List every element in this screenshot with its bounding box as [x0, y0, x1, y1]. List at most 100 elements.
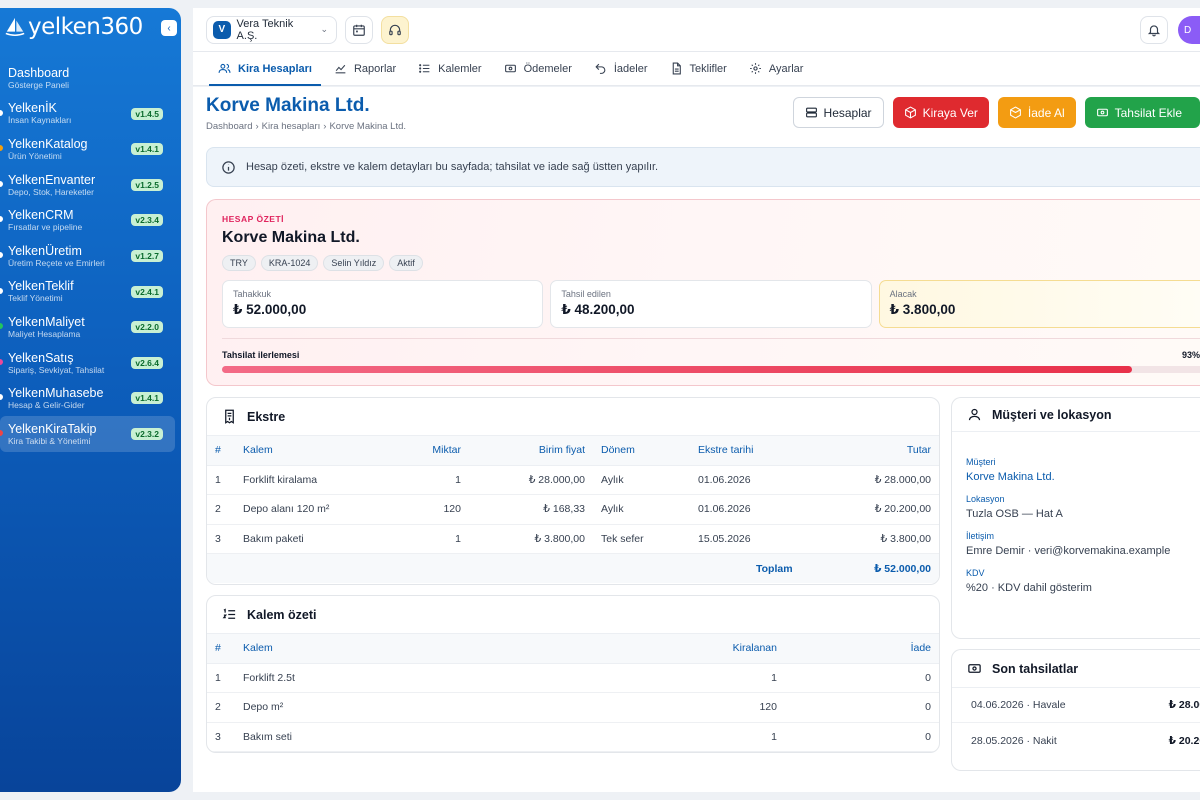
column-header: İade	[785, 634, 939, 664]
page-title: Korve Makina Ltd.	[206, 95, 370, 116]
cell: Depo alanı 120 m²	[235, 494, 395, 525]
status-dot	[0, 394, 3, 401]
tab-odemeler[interactable]: Ödemeler	[493, 52, 583, 86]
cell: 1	[655, 722, 785, 752]
collapse-sidebar-button[interactable]: ‹	[161, 20, 177, 36]
kpi-row: Tahakkuk ₺ 52.000,00 Tahsil edilen ₺ 48.…	[222, 280, 1200, 328]
currency-chip: TRY	[222, 255, 256, 271]
kpi-accrual: Tahakkuk ₺ 52.000,00	[222, 280, 544, 328]
statement-table: # Kalem Miktar Birim fiyat Dönem Ekstre …	[207, 436, 939, 583]
sidebar-item-yelkensatis[interactable]: YelkenSatış Sipariş, Sevkiyat, Tahsilat …	[0, 345, 175, 381]
version-badge: v2.3.2	[131, 427, 163, 440]
cash-icon	[968, 664, 981, 673]
cell: 0	[785, 692, 939, 723]
table-row[interactable]: 2 Depo m² 120 0	[207, 692, 939, 723]
breadcrumb-dashboard[interactable]: Dashboard	[206, 121, 253, 132]
cell: 2	[207, 692, 235, 723]
cell: 01.06.2026	[690, 465, 801, 495]
sidebar-item-yelkenmuhasebe[interactable]: YelkenMuhasebe Hesap & Gelir-Gider v1.4.…	[0, 380, 175, 416]
accounts-button[interactable]: Hesaplar	[792, 97, 884, 128]
calendar-button[interactable]	[345, 15, 373, 44]
notifications-button[interactable]	[1140, 16, 1168, 44]
column-header: Miktar	[395, 436, 469, 466]
sidebar-item-yelkenik[interactable]: YelkenİK İnsan Kaynakları v1.4.5	[0, 96, 175, 132]
table-row[interactable]: 3 Bakım seti 1 0	[207, 722, 939, 752]
payment-amount: ₺ 20.200	[1168, 734, 1200, 747]
avatar[interactable]: D	[1178, 16, 1200, 44]
table-header-row: # Kalem Miktar Birim fiyat Dönem Ekstre …	[207, 436, 939, 466]
customer-card: Müşteri ve lokasyon Müşteri Korve Makina…	[951, 397, 1200, 639]
cell: Tek sefer	[593, 524, 690, 554]
info-text: Hesap özeti, ekstre ve kalem detayları b…	[246, 161, 659, 173]
cell: ₺ 3.800,00	[800, 524, 939, 554]
cell: 120	[655, 692, 785, 723]
cell: 3	[207, 722, 235, 752]
tab-teklifler[interactable]: Teklifler	[659, 52, 738, 86]
tab-kalemler[interactable]: Kalemler	[407, 52, 492, 86]
server-icon	[805, 107, 817, 118]
sidebar-item-yelkenuretim[interactable]: YelkenÜretim Üretim Reçete ve Emirleri v…	[0, 238, 175, 274]
card-header: Müşteri ve lokasyon	[952, 398, 1200, 432]
breadcrumb-kira-hesaplari[interactable]: Kira hesapları	[261, 121, 321, 132]
kpi-collected: Tahsil edilen ₺ 48.200,00	[550, 280, 872, 328]
sidebar-item-title: YelkenCRM	[8, 208, 74, 223]
sidebar-item-title: YelkenKiraTakip	[8, 421, 97, 436]
kpi-value: ₺ 3.800,00	[889, 302, 956, 317]
table-row[interactable]: 1 Forklift 2.5t 1 0	[207, 663, 939, 693]
cell: ₺ 20.200,00	[800, 494, 939, 525]
sidebar-item-dashboard[interactable]: Dashboard Gösterge Paneli	[0, 60, 175, 96]
box-return-icon	[1010, 106, 1021, 119]
chevron-left-icon: ‹	[167, 22, 171, 34]
sidebar-item-title: YelkenMaliyet	[8, 314, 85, 329]
table-row[interactable]: 1 Forklift kiralama 1 ₺ 28.000,00 Aylık …	[207, 465, 939, 495]
sidebar-item-title: YelkenİK	[8, 101, 57, 116]
field-value: Tuzla OSB — Hat A	[966, 508, 1063, 520]
sidebar-item-yelkenmaliyet[interactable]: YelkenMaliyet Maliyet Hesaplama v2.2.0	[0, 309, 175, 345]
tab-kira-hesaplari[interactable]: Kira Hesapları	[207, 52, 323, 86]
version-badge: v1.2.5	[131, 178, 163, 191]
company-initial-badge: V	[213, 20, 231, 39]
user-icon	[968, 408, 981, 421]
take-return-button[interactable]: İade Al	[997, 97, 1076, 128]
column-header: Kalem	[235, 436, 395, 466]
company-selector[interactable]: V Vera Teknik A.Ş. ⌄	[206, 15, 337, 44]
module-tabs: Kira Hesapları Raporlar Kalemler Ödemele…	[193, 52, 1200, 86]
table-row[interactable]: 2 Depo alanı 120 m² 120 ₺ 168,33 Aylık 0…	[207, 494, 939, 525]
bell-icon	[1147, 25, 1161, 37]
sidebar-item-yelkenenvanter[interactable]: YelkenEnvanter Depo, Stok, Hareketler v1…	[0, 167, 175, 203]
card-title: Müşteri ve lokasyon	[992, 407, 1112, 422]
status-dot	[0, 180, 3, 187]
version-badge: v2.2.0	[131, 321, 163, 334]
sidebar-item-yelkencrm[interactable]: YelkenCRM Fırsatlar ve pipeline v2.3.4	[0, 202, 175, 238]
support-button[interactable]	[381, 15, 409, 44]
tab-label: Kira Hesapları	[238, 62, 312, 75]
payment-label: 28.05.2026 · Nakit	[971, 734, 1057, 747]
tab-raporlar[interactable]: Raporlar	[323, 52, 407, 86]
status-dot	[0, 323, 3, 330]
kpi-label: Tahsil edilen	[561, 289, 611, 299]
calendar-icon	[353, 24, 365, 36]
brand-logo[interactable]: yelken360	[0, 8, 181, 46]
tab-iadeler[interactable]: İadeler	[583, 52, 659, 86]
card-header: Son tahsilatlar	[952, 650, 1200, 688]
table-row[interactable]: 3 Bakım paketi 1 ₺ 3.800,00 Tek sefer 15…	[207, 524, 939, 554]
summary-account-name: Korve Makina Ltd.	[222, 229, 360, 246]
cell: 0	[785, 722, 939, 752]
sidebar-item-yelkenteklif[interactable]: YelkenTeklif Teklif Yönetimi v2.4.1	[0, 274, 175, 310]
list-item[interactable]: 04.06.2026 · Havale ₺ 28.000	[952, 688, 1200, 723]
tab-label: Teklifler	[689, 62, 727, 75]
tab-ayarlar[interactable]: Ayarlar	[738, 52, 815, 86]
sidebar-item-title: Dashboard	[8, 65, 70, 80]
add-collection-button[interactable]: Tahsilat Ekle	[1084, 97, 1200, 128]
column-header: #	[207, 634, 235, 664]
list-item[interactable]: 28.05.2026 · Nakit ₺ 20.200	[952, 723, 1200, 758]
brand-name: yelken360	[28, 14, 143, 40]
sidebar-item-subtitle: Kira Takibi & Yönetimi	[8, 435, 91, 446]
status-chip: Aktif	[389, 255, 423, 271]
sidebar-item-yelkenkatalog[interactable]: YelkenKatalog Ürün Yönetimi v1.4.1	[0, 131, 175, 167]
sidebar-item-yelkenkiratakip[interactable]: YelkenKiraTakip Kira Takibi & Yönetimi v…	[0, 415, 175, 452]
rent-out-button[interactable]: Kiraya Ver	[892, 97, 989, 128]
customer-name-link[interactable]: Korve Makina Ltd.	[966, 471, 1055, 483]
version-badge: v2.6.4	[131, 356, 163, 369]
status-dot	[0, 358, 3, 365]
